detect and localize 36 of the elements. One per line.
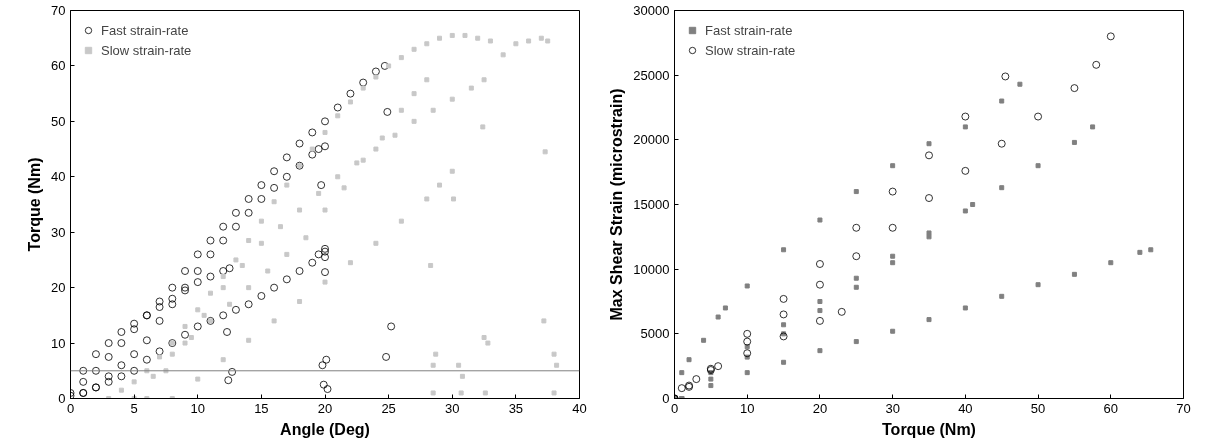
x-axis-title: Angle (Deg)	[280, 420, 370, 438]
x-tick-label: 35	[508, 400, 524, 416]
legend-label: Slow strain-rate	[705, 42, 796, 58]
y-tick-label: 10	[51, 335, 66, 351]
y-tick-label: 40	[51, 169, 66, 185]
x-axis-title: Torque (Nm)	[882, 420, 976, 438]
y-tick-label: 15000	[633, 197, 670, 212]
x-tick-label: 10	[739, 400, 755, 416]
y-tick-label: 10000	[633, 261, 670, 277]
x-tick-label: 30	[445, 400, 460, 416]
y-tick-label: 20	[51, 280, 66, 296]
x-tick-label: 5	[130, 400, 138, 416]
x-tick-label: 40	[958, 400, 973, 416]
legend-label: Fast strain-rate	[101, 22, 189, 38]
y-tick-label: 20000	[633, 132, 670, 148]
x-tick-label: 10	[190, 400, 205, 416]
x-tick-label: 40	[572, 400, 587, 416]
x-tick-label: 25	[381, 400, 396, 416]
legend-label: Fast strain-rate	[705, 22, 793, 38]
y-tick-label: 25000	[633, 67, 670, 83]
y-axis-title: Torque (Nm)	[26, 157, 44, 252]
x-tick-label: 20	[317, 400, 333, 416]
x-tick-label: 60	[1103, 400, 1119, 416]
x-tick-label: 30	[885, 400, 900, 416]
y-tick-label: 5000	[640, 326, 670, 342]
y-tick-label: 50	[51, 113, 66, 129]
x-tick-label: 20	[812, 400, 828, 416]
y-tick-label: 30000	[633, 3, 670, 18]
y-tick-label: 70	[51, 3, 66, 18]
legend-label: Slow strain-rate	[101, 42, 192, 58]
y-axis-title: Max Shear Strain (microstrain)	[608, 88, 626, 321]
y-tick-label: 60	[51, 58, 66, 74]
x-tick-label: 15	[254, 400, 269, 416]
x-tick-label: 70	[1176, 400, 1191, 416]
x-tick-label: 50	[1030, 400, 1046, 416]
y-tick-label: 30	[51, 224, 66, 240]
